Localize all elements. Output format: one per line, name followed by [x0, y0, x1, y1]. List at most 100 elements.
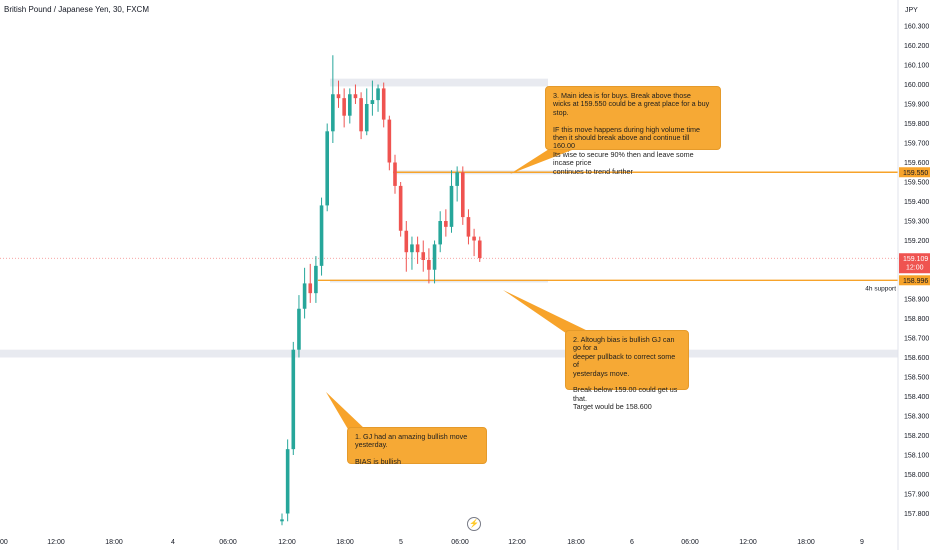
candle-body: [291, 349, 296, 450]
x-tick-label: 12:00: [739, 539, 757, 546]
arrow-pullback: [503, 290, 590, 340]
y-tick-label: 158.100: [904, 453, 929, 460]
candle-body: [449, 185, 454, 227]
x-tick-label: 18:00: [336, 539, 354, 546]
candle-body: [438, 221, 442, 245]
y-tick-label: 158.200: [904, 433, 929, 440]
candle-body: [393, 162, 397, 186]
candle-body: [472, 236, 476, 241]
y-tick-label: 158.000: [904, 472, 929, 479]
x-tick-label: 18:00: [105, 539, 123, 546]
candles: [280, 55, 482, 526]
support-price-tag-bg: [899, 275, 930, 286]
candle-body: [477, 240, 482, 259]
last-price-tag-bg: [899, 253, 930, 274]
note-arrows: [326, 142, 590, 436]
candle-body: [297, 308, 301, 350]
y-tick-label: 158.800: [904, 316, 929, 323]
y-tick-label: 158.700: [904, 336, 929, 343]
y-tick-label: 157.900: [904, 492, 929, 499]
x-tick-label: 6: [630, 539, 634, 546]
y-tick-label: 160.100: [904, 63, 929, 70]
candle-body: [444, 221, 448, 227]
candle-body: [336, 94, 341, 99]
y-tick-label: 159.800: [904, 121, 929, 128]
x-tick-label: 4: [171, 539, 175, 546]
x-tick-label: 18:00: [567, 539, 585, 546]
candle-body: [319, 205, 324, 266]
candle-body: [308, 283, 313, 294]
candle-body: [342, 98, 346, 116]
x-tick-label: 12:00: [47, 539, 65, 546]
candle-body: [348, 94, 352, 116]
y-tick-label: 160.200: [904, 43, 929, 50]
x-tick-label: 00: [0, 539, 8, 546]
candle-body: [285, 449, 290, 514]
x-tick-label: 06:00: [219, 539, 237, 546]
y-tick-label: 158.500: [904, 375, 929, 382]
y-tick-label: 160.000: [904, 82, 929, 89]
last-price-tag: 159.109: [903, 256, 928, 263]
y-tick-label: 159.300: [904, 219, 929, 226]
candle-body: [387, 119, 392, 163]
note-main-idea[interactable]: 3. Main idea is for buys. Break above th…: [545, 86, 721, 175]
candle-body: [398, 185, 403, 231]
horizontal-levels: [0, 171, 898, 281]
x-tick-label: 12:00: [278, 539, 296, 546]
y-tick-label: 159.500: [904, 180, 929, 187]
candle-body: [364, 104, 369, 132]
zone-wick-bottom: [330, 279, 548, 283]
price-zones: [0, 78, 898, 358]
zone-160: [330, 78, 548, 87]
candle-body: [427, 260, 431, 270]
candle-body: [331, 94, 335, 132]
y-tick-label: 158.900: [904, 297, 929, 304]
candle-body: [432, 244, 437, 270]
y-tick-label: 157.800: [904, 511, 929, 518]
candle-body: [455, 172, 459, 186]
candle-body: [280, 519, 284, 522]
lightning-icon[interactable]: ⚡: [467, 517, 481, 531]
x-tick-label: 12:00: [508, 539, 526, 546]
currency-label: JPY: [905, 7, 918, 14]
candle-body: [381, 88, 386, 120]
y-tick-label: 160.300: [904, 24, 929, 31]
time-axis: 00 12:00 18:00 4 06:00 12:00 18:00 5 06:00 12:00 1…: [0, 539, 864, 546]
y-tick-label: 159.700: [904, 141, 929, 148]
x-tick-label: 06:00: [451, 539, 469, 546]
y-tick-label: 159.600: [904, 160, 929, 167]
support-price-tag: 158.996: [903, 278, 928, 285]
candle-body: [370, 100, 375, 104]
x-tick-label: 18:00: [797, 539, 815, 546]
y-tick-label: 158.300: [904, 414, 929, 421]
zone-158-6: [0, 349, 898, 358]
x-tick-label: 06:00: [681, 539, 699, 546]
y-tick-label: 159.900: [904, 102, 929, 109]
note-pullback[interactable]: 2. Altough bias is bullish GJ can go for…: [565, 330, 689, 411]
candle-body: [421, 252, 426, 260]
y-tick-label: 159.400: [904, 199, 929, 206]
candle-body: [325, 131, 329, 206]
price-axis: JPY 160.300 160.200 160.100 160.000 159.900 15…: [865, 0, 930, 550]
y-tick-label: 158.600: [904, 355, 929, 362]
resistance-price-tag: 159.550: [903, 170, 928, 177]
arrow-bias: [326, 392, 366, 436]
last-price-time: 12:00: [906, 265, 924, 272]
resistance-price-tag-bg: [899, 167, 930, 178]
x-tick-label: 5: [399, 539, 403, 546]
support-label: 4h support: [865, 285, 896, 292]
candle-body: [466, 217, 471, 237]
y-tick-label: 158.400: [904, 394, 929, 401]
candle-body: [302, 283, 307, 309]
candle-body: [415, 244, 420, 253]
candle-body: [410, 244, 414, 253]
candle-body: [404, 230, 409, 253]
candle-body: [359, 98, 363, 132]
arrow-main-idea: [510, 142, 572, 174]
note-bias[interactable]: 1. GJ had an amazing bullish move yester…: [347, 427, 487, 466]
chart-title: British Pound / Japanese Yen, 30, FXCM: [4, 5, 149, 14]
candle-body: [314, 265, 318, 294]
candle-body: [461, 172, 465, 218]
x-tick-label: 9: [860, 539, 864, 546]
